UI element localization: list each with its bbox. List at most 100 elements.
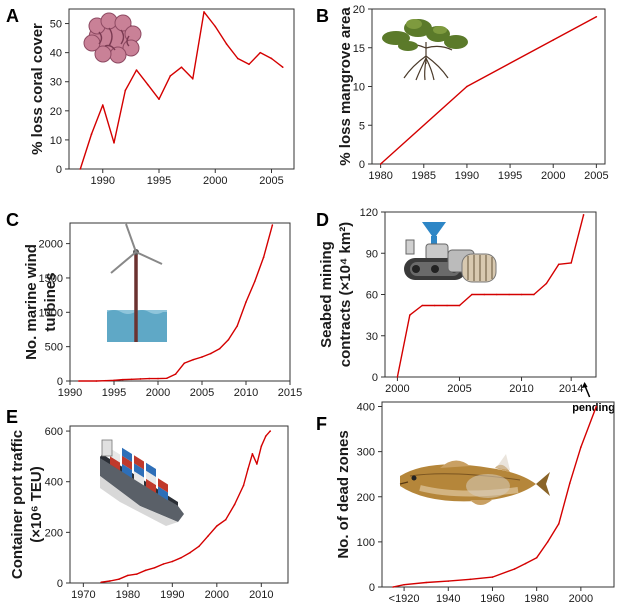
y-tick-label: 60 bbox=[366, 290, 378, 302]
y-tick-label: 15 bbox=[353, 43, 365, 55]
coral-icon bbox=[83, 12, 142, 64]
y-tick-label: 30 bbox=[366, 331, 378, 343]
y-tick-label: 30 bbox=[50, 77, 62, 89]
x-tick-label: 2010 bbox=[509, 383, 533, 395]
data-point bbox=[262, 256, 265, 259]
data-point bbox=[130, 378, 133, 381]
data-point bbox=[582, 213, 585, 216]
chart-panel-a: 1990 1995 2000 2005 0 10 20 30 40 50 % loss coral … bbox=[6, 6, 295, 187]
x-tick-label: 2014 bbox=[559, 383, 583, 395]
panel-letter: D bbox=[316, 210, 329, 230]
data-point bbox=[124, 89, 127, 92]
data-point bbox=[242, 484, 245, 487]
x-tick-label: <1920 bbox=[389, 593, 420, 605]
data-point bbox=[101, 104, 104, 106]
data-point bbox=[118, 578, 120, 581]
x-tick-label: 1940 bbox=[436, 593, 460, 605]
y-axis-label-line: Seabed mining bbox=[318, 241, 335, 348]
y-tick-label: 5 bbox=[359, 120, 365, 132]
data-point bbox=[139, 378, 142, 380]
data-point bbox=[227, 338, 230, 341]
data-point bbox=[153, 567, 156, 569]
data-point bbox=[446, 304, 448, 307]
data-point bbox=[236, 325, 238, 327]
data-point bbox=[198, 545, 200, 548]
data-point bbox=[421, 304, 424, 307]
data-point bbox=[580, 446, 582, 448]
y-tick-label: 0 bbox=[56, 164, 62, 176]
x-tick-label: 1980 bbox=[116, 589, 140, 601]
container-ship-icon bbox=[100, 439, 184, 526]
data-point bbox=[127, 574, 129, 577]
y-tick-label: 2000 bbox=[39, 239, 63, 251]
data-point bbox=[248, 63, 250, 66]
data-point bbox=[189, 551, 191, 554]
data-point bbox=[100, 581, 102, 584]
chart-panel-f: <1920 1940 1960 1980 2000 0 100 200 300 400 No. of… bbox=[316, 401, 615, 605]
data-point bbox=[162, 563, 165, 565]
data-point bbox=[520, 293, 523, 296]
y-axis-label-line: contracts (×10⁴ km²) bbox=[337, 222, 354, 367]
data-point bbox=[135, 573, 138, 575]
x-tick-label: 2000 bbox=[385, 383, 409, 395]
plot-frame bbox=[69, 425, 289, 584]
data-point bbox=[495, 293, 498, 296]
data-point bbox=[148, 377, 150, 380]
data-point bbox=[236, 57, 239, 60]
series-line bbox=[380, 16, 597, 165]
panel-letter: A bbox=[6, 6, 19, 26]
data-point bbox=[396, 376, 399, 378]
series-line bbox=[396, 214, 585, 378]
x-tick-label: 1995 bbox=[147, 175, 171, 187]
data-point bbox=[524, 562, 527, 565]
data-point bbox=[433, 304, 436, 307]
y-axis-label-line: No. marine wind bbox=[23, 244, 40, 360]
panel-letter: F bbox=[316, 414, 327, 434]
series-line bbox=[392, 406, 597, 588]
data-point bbox=[135, 69, 138, 71]
data-point bbox=[595, 405, 598, 408]
data-point bbox=[469, 578, 472, 581]
series-line bbox=[78, 224, 274, 382]
y-tick-label: 10 bbox=[353, 82, 365, 94]
data-point bbox=[392, 586, 394, 588]
data-point bbox=[171, 560, 174, 563]
data-point bbox=[247, 468, 249, 470]
data-point bbox=[180, 66, 183, 68]
data-point bbox=[113, 142, 115, 144]
data-point bbox=[264, 435, 267, 437]
data-point bbox=[269, 430, 272, 432]
data-point bbox=[270, 57, 273, 60]
data-point bbox=[259, 51, 262, 54]
x-tick-label: 1970 bbox=[71, 589, 95, 601]
data-point bbox=[214, 25, 217, 28]
data-point bbox=[281, 66, 284, 68]
chart-panel-e: 1970 1980 1990 2000 20100200400600Container … bbox=[6, 407, 289, 601]
data-point bbox=[245, 301, 247, 303]
x-tick-label: 1990 bbox=[455, 170, 479, 182]
data-point bbox=[192, 358, 194, 361]
y-tick-label: 0 bbox=[372, 372, 378, 384]
y-tick-label: 50 bbox=[50, 19, 62, 31]
y-tick-label: 0 bbox=[369, 582, 375, 594]
data-point bbox=[466, 85, 468, 88]
x-tick-label: 2000 bbox=[541, 170, 565, 182]
data-point bbox=[203, 11, 205, 13]
x-tick-label: 2000 bbox=[205, 589, 229, 601]
panel-letter: E bbox=[6, 407, 18, 427]
plot-frame bbox=[68, 8, 295, 170]
data-point bbox=[546, 541, 549, 543]
data-point bbox=[183, 362, 186, 364]
y-tick-label: 0 bbox=[57, 578, 63, 590]
x-tick-label: 2005 bbox=[584, 170, 608, 182]
x-tick-label: 2010 bbox=[234, 387, 258, 399]
chart-panel-b: 1980 1985 1990 1995 2000 2005 0 5 10 15 20% loss m… bbox=[316, 4, 609, 182]
data-point bbox=[570, 262, 572, 264]
data-point bbox=[158, 98, 160, 100]
data-point bbox=[191, 78, 194, 80]
data-point bbox=[218, 347, 221, 350]
y-tick-label: 20 bbox=[353, 4, 365, 16]
x-tick-label: 1990 bbox=[160, 589, 184, 601]
data-point bbox=[224, 518, 227, 521]
x-tick-label: 2015 bbox=[278, 387, 302, 399]
